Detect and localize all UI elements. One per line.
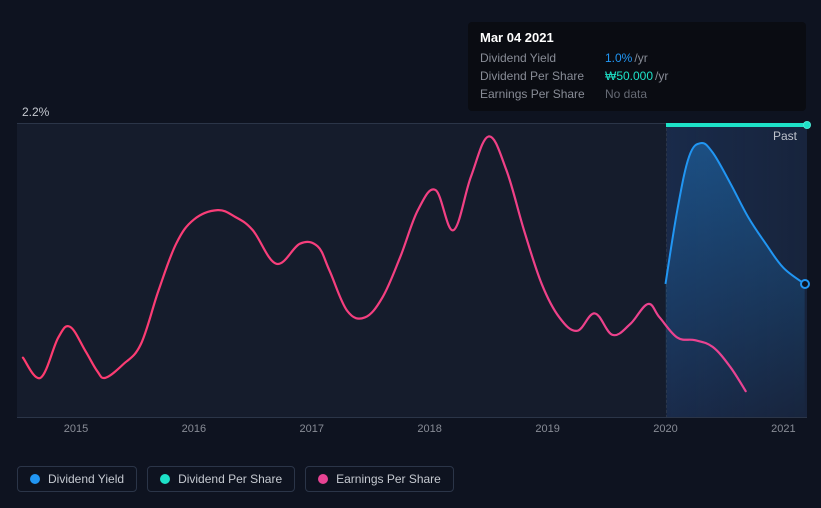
legend-dot-icon [160, 474, 170, 484]
x-tick-label: 2021 [771, 423, 795, 435]
chart-tooltip: Mar 04 2021 Dividend Yield 1.0%/yr Divid… [468, 22, 806, 111]
tooltip-value-dps: ₩50.000/yr [605, 67, 668, 85]
legend-label: Earnings Per Share [336, 472, 441, 486]
yield-end-marker-icon [800, 279, 810, 289]
yield-area [666, 143, 805, 418]
legend-item-dps[interactable]: Dividend Per Share [147, 466, 295, 492]
y-axis-max-label: 2.2% [22, 105, 49, 119]
legend-dot-icon [318, 474, 328, 484]
tooltip-label: Dividend Yield [480, 49, 605, 67]
legend-label: Dividend Per Share [178, 472, 282, 486]
legend-label: Dividend Yield [48, 472, 124, 486]
tooltip-row-eps: Earnings Per Share No data [480, 85, 794, 103]
legend-item-eps[interactable]: Earnings Per Share [305, 466, 454, 492]
x-tick-label: 2019 [535, 423, 559, 435]
legend: Dividend Yield Dividend Per Share Earnin… [17, 466, 454, 492]
plot-area[interactable]: Past [17, 123, 807, 418]
x-tick-label: 2017 [300, 423, 324, 435]
x-tick-label: 2016 [182, 423, 206, 435]
chart: 2.2% 0% Past 20152016201720182019202020 [17, 105, 807, 445]
tooltip-label: Dividend Per Share [480, 67, 605, 85]
legend-dot-icon [30, 474, 40, 484]
tooltip-date: Mar 04 2021 [480, 30, 794, 45]
legend-item-yield[interactable]: Dividend Yield [17, 466, 137, 492]
x-tick-label: 2015 [64, 423, 88, 435]
tooltip-label: Earnings Per Share [480, 85, 605, 103]
tooltip-value-eps: No data [605, 85, 647, 103]
tooltip-row-dps: Dividend Per Share ₩50.000/yr [480, 67, 794, 85]
x-tick-label: 2020 [653, 423, 677, 435]
eps-line [23, 136, 746, 391]
tooltip-value-yield: 1.0%/yr [605, 49, 648, 67]
tooltip-row-yield: Dividend Yield 1.0%/yr [480, 49, 794, 67]
chart-svg [17, 123, 807, 418]
x-axis: 2015 2016 2017 2018 2019 2020 2021 [17, 423, 807, 441]
x-tick-label: 2018 [417, 423, 441, 435]
